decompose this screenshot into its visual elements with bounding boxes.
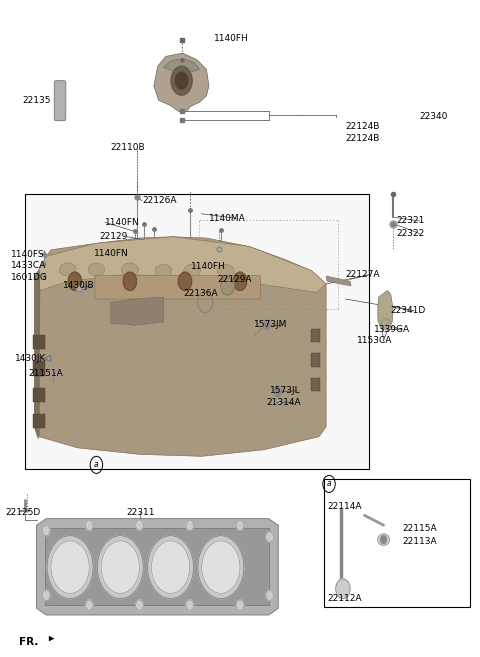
Circle shape bbox=[233, 272, 247, 290]
Text: 22124B: 22124B bbox=[345, 134, 380, 143]
Circle shape bbox=[221, 277, 234, 295]
Text: 22125D: 22125D bbox=[5, 508, 41, 516]
Polygon shape bbox=[163, 58, 199, 72]
Text: 1153CA: 1153CA bbox=[357, 336, 393, 346]
Text: 22129A: 22129A bbox=[217, 275, 252, 284]
Circle shape bbox=[266, 532, 274, 542]
Text: 22124B: 22124B bbox=[345, 122, 380, 131]
Polygon shape bbox=[45, 528, 269, 605]
Text: 22322: 22322 bbox=[396, 229, 424, 238]
Text: a: a bbox=[94, 461, 99, 469]
Circle shape bbox=[178, 272, 192, 290]
Polygon shape bbox=[378, 290, 393, 330]
Ellipse shape bbox=[121, 263, 138, 276]
Circle shape bbox=[264, 320, 270, 329]
Polygon shape bbox=[39, 237, 326, 457]
Circle shape bbox=[51, 541, 89, 593]
Circle shape bbox=[202, 541, 240, 593]
Circle shape bbox=[101, 541, 140, 593]
Polygon shape bbox=[154, 53, 209, 114]
Text: 1140FN: 1140FN bbox=[94, 249, 129, 258]
Text: 21314A: 21314A bbox=[267, 398, 301, 407]
Text: 1140FN: 1140FN bbox=[105, 217, 140, 227]
Text: 22127A: 22127A bbox=[345, 270, 380, 279]
Bar bbox=[311, 378, 321, 392]
Bar bbox=[33, 414, 45, 428]
Circle shape bbox=[175, 72, 188, 89]
Text: 22129: 22129 bbox=[100, 232, 128, 241]
Circle shape bbox=[85, 600, 93, 610]
Text: 22135: 22135 bbox=[22, 96, 51, 105]
Text: 22340: 22340 bbox=[420, 112, 448, 122]
Circle shape bbox=[198, 535, 244, 599]
Polygon shape bbox=[111, 297, 163, 325]
Polygon shape bbox=[36, 518, 278, 615]
Text: 1430JB: 1430JB bbox=[63, 281, 95, 290]
Circle shape bbox=[381, 535, 386, 543]
Text: a: a bbox=[327, 480, 331, 488]
Circle shape bbox=[266, 590, 274, 600]
Text: 22321: 22321 bbox=[396, 216, 424, 225]
Text: 22113A: 22113A bbox=[403, 537, 437, 546]
Circle shape bbox=[171, 66, 192, 95]
Circle shape bbox=[152, 541, 190, 593]
Text: 1140FH: 1140FH bbox=[191, 262, 226, 271]
Ellipse shape bbox=[378, 533, 390, 545]
Bar bbox=[33, 361, 45, 376]
Text: 1601DG: 1601DG bbox=[11, 273, 48, 282]
Circle shape bbox=[47, 535, 93, 599]
Circle shape bbox=[186, 520, 193, 530]
Bar bbox=[311, 328, 321, 342]
Text: 1573JL: 1573JL bbox=[270, 386, 301, 396]
Polygon shape bbox=[34, 269, 40, 439]
Text: 22112A: 22112A bbox=[327, 594, 361, 603]
Text: 22115A: 22115A bbox=[403, 524, 437, 533]
FancyBboxPatch shape bbox=[54, 81, 66, 121]
Bar bbox=[324, 480, 470, 607]
Circle shape bbox=[148, 535, 193, 599]
Polygon shape bbox=[39, 237, 326, 292]
Text: 21151A: 21151A bbox=[28, 369, 63, 378]
Circle shape bbox=[85, 520, 93, 530]
Ellipse shape bbox=[184, 264, 201, 277]
Circle shape bbox=[68, 272, 82, 290]
Ellipse shape bbox=[88, 263, 105, 276]
Circle shape bbox=[336, 579, 350, 599]
FancyBboxPatch shape bbox=[95, 275, 261, 299]
Circle shape bbox=[136, 600, 144, 610]
Bar bbox=[33, 335, 45, 350]
Bar bbox=[33, 388, 45, 402]
Text: 1430JK: 1430JK bbox=[15, 354, 47, 363]
Circle shape bbox=[123, 272, 137, 290]
Circle shape bbox=[236, 520, 244, 530]
Circle shape bbox=[274, 388, 281, 397]
Circle shape bbox=[186, 600, 193, 610]
Text: 22114A: 22114A bbox=[327, 503, 361, 511]
Polygon shape bbox=[326, 276, 351, 286]
Text: 1140FS: 1140FS bbox=[11, 250, 45, 259]
Text: 22126A: 22126A bbox=[142, 196, 176, 205]
Text: 22110B: 22110B bbox=[111, 143, 145, 152]
Text: 1339GA: 1339GA bbox=[374, 325, 410, 334]
Text: 1433CA: 1433CA bbox=[11, 261, 47, 270]
Circle shape bbox=[42, 525, 50, 535]
Bar bbox=[311, 353, 321, 367]
Text: 22311: 22311 bbox=[126, 508, 155, 516]
Text: 1573JM: 1573JM bbox=[254, 320, 288, 329]
Ellipse shape bbox=[217, 264, 234, 277]
Circle shape bbox=[97, 535, 144, 599]
Circle shape bbox=[42, 590, 50, 600]
Circle shape bbox=[136, 520, 144, 530]
Bar bbox=[24, 194, 369, 470]
Circle shape bbox=[236, 600, 244, 610]
Text: 1140FH: 1140FH bbox=[214, 34, 249, 43]
Ellipse shape bbox=[60, 263, 76, 276]
Text: FR.: FR. bbox=[19, 637, 38, 647]
Text: 1140MA: 1140MA bbox=[209, 214, 246, 223]
Text: 22341D: 22341D bbox=[391, 306, 426, 315]
Ellipse shape bbox=[155, 264, 172, 277]
Text: 22136A: 22136A bbox=[183, 289, 218, 298]
